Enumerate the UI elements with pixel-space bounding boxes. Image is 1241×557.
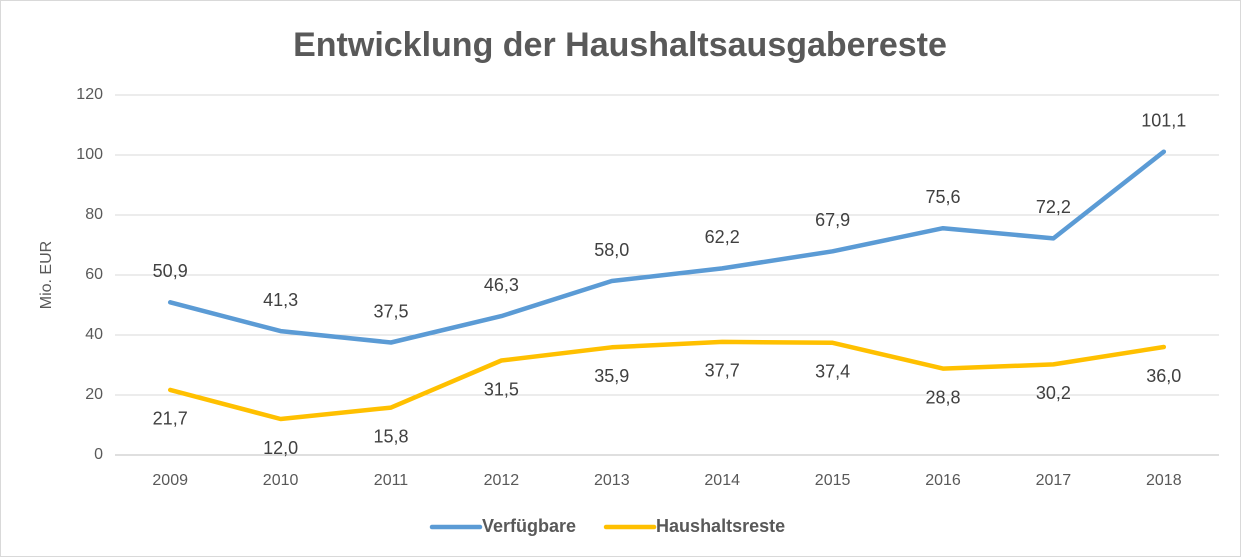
data-label: 31,5 <box>484 379 519 399</box>
data-label: 37,4 <box>815 362 850 382</box>
y-tick-label: 40 <box>85 326 103 343</box>
data-label: 58,0 <box>594 240 629 260</box>
data-label: 21,7 <box>153 409 188 429</box>
data-label: 72,2 <box>1036 197 1071 217</box>
x-tick-label: 2014 <box>704 472 740 489</box>
x-tick-label: 2009 <box>152 472 188 489</box>
y-tick-label: 20 <box>85 386 103 403</box>
data-label: 12,0 <box>263 438 298 458</box>
data-label: 28,8 <box>925 387 960 407</box>
data-label: 46,3 <box>484 275 519 295</box>
x-tick-label: 2012 <box>484 472 520 489</box>
y-axis-label: Mio. EUR <box>38 241 55 309</box>
data-label: 75,6 <box>925 187 960 207</box>
legend-label: Verfügbare <box>482 516 576 536</box>
y-tick-label: 60 <box>85 266 103 283</box>
y-tick-label: 80 <box>85 206 103 223</box>
x-tick-label: 2013 <box>594 472 630 489</box>
x-tick-label: 2011 <box>374 472 409 489</box>
series-line <box>167 339 1167 422</box>
data-label: 62,2 <box>705 227 740 247</box>
legend-label: Haushaltsreste <box>656 516 785 536</box>
data-label: 35,9 <box>594 366 629 386</box>
x-tick-label: 2015 <box>815 472 851 489</box>
x-tick-label: 2010 <box>263 472 299 489</box>
y-tick-label: 120 <box>76 86 103 103</box>
data-label: 30,2 <box>1036 383 1071 403</box>
data-label: 50,9 <box>153 261 188 281</box>
data-label: 67,9 <box>815 210 850 230</box>
data-label: 37,7 <box>705 361 740 381</box>
data-label: 36,0 <box>1146 366 1181 386</box>
series-line <box>167 149 1167 345</box>
y-tick-label: 0 <box>94 446 103 463</box>
chart-title: Entwicklung der Haushaltsausgabereste <box>293 26 947 64</box>
x-tick-label: 2017 <box>1036 472 1072 489</box>
x-tick-label: 2018 <box>1146 472 1182 489</box>
data-label: 41,3 <box>263 290 298 310</box>
data-label: 15,8 <box>373 426 408 446</box>
x-tick-label: 2016 <box>925 472 961 489</box>
data-label: 101,1 <box>1141 110 1186 130</box>
y-tick-label: 100 <box>76 146 103 163</box>
data-label: 37,5 <box>373 301 408 321</box>
